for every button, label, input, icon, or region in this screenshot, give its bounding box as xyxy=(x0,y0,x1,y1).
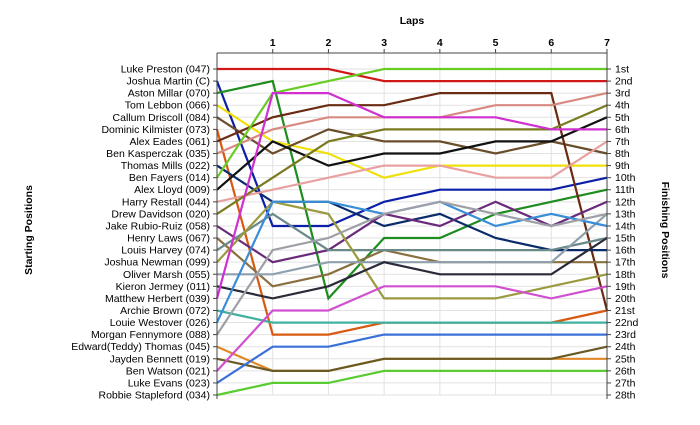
series-line xyxy=(216,116,608,155)
series-lines xyxy=(215,67,609,397)
x-tick-label: 7 xyxy=(604,37,610,49)
finish-label: 15th xyxy=(615,233,636,245)
y-axis-label-right: Finishing Positions xyxy=(659,182,671,279)
finish-label: 27th xyxy=(615,377,636,389)
finish-label: 16th xyxy=(615,245,636,257)
finish-label: 4th xyxy=(615,100,630,112)
start-label: Joshua Newman (099) xyxy=(104,257,210,269)
series-line xyxy=(215,80,608,228)
start-label: Alex Lloyd (009) xyxy=(134,184,210,196)
series-line xyxy=(216,140,608,203)
finish-label: 3rd xyxy=(615,88,630,100)
start-label: Kieron Jermey (011) xyxy=(116,281,210,293)
start-label: Callum Driscoll (084) xyxy=(113,112,210,124)
start-label: Luke Evans (023) xyxy=(128,377,210,389)
x-tick-label: 4 xyxy=(437,37,443,49)
finish-label: 22nd xyxy=(615,317,639,329)
finish-label: 1st xyxy=(615,64,629,76)
finish-label: 20th xyxy=(615,293,636,305)
finish-label: 6th xyxy=(615,124,630,136)
series-line xyxy=(215,129,608,336)
finish-label: 11th xyxy=(615,184,635,196)
series-line xyxy=(216,67,607,179)
finish-label: 7th xyxy=(615,136,630,148)
start-label: Louis Harvey (074) xyxy=(121,245,210,257)
series-line xyxy=(216,309,607,324)
start-label: Harry Restall (044) xyxy=(122,196,210,208)
start-label: Matthew Herbert (039) xyxy=(105,293,210,305)
start-label: Robbie Stapleford (034) xyxy=(99,390,211,402)
series-line xyxy=(215,91,607,299)
finish-label: 28th xyxy=(615,390,636,402)
series-line xyxy=(216,200,608,336)
series-line xyxy=(216,237,608,300)
y-axis-label-left: Starting Positions xyxy=(23,185,35,275)
start-label: Oliver Marsh (055) xyxy=(123,269,210,281)
series-line xyxy=(216,333,607,384)
start-label: Archie Brown (072) xyxy=(120,305,210,317)
start-label: Alex Eades (061) xyxy=(129,136,210,148)
labels: Laps Starting Positions Finishing Positi… xyxy=(23,15,671,279)
finish-label: 23rd xyxy=(615,329,636,341)
start-label: Edward(Teddy) Thomas (045) xyxy=(71,341,210,353)
start-label: Dominic Kilmister (073) xyxy=(101,124,210,136)
start-label: Jayden Bennett (019) xyxy=(110,353,210,365)
finish-label: 8th xyxy=(615,148,630,160)
finish-label: 10th xyxy=(615,172,636,184)
x-tick-label: 6 xyxy=(548,37,554,49)
finish-label: 2nd xyxy=(615,76,633,88)
start-label: Drew Davidson (020) xyxy=(111,208,210,220)
finish-label: 21st xyxy=(615,305,635,317)
series-line xyxy=(216,369,607,397)
series-line xyxy=(216,285,608,372)
finish-label: 5th xyxy=(615,112,630,124)
series-line xyxy=(216,91,609,311)
series-line xyxy=(217,67,607,83)
start-label: Henry Laws (067) xyxy=(127,233,210,245)
x-tick-label: 2 xyxy=(326,37,332,49)
start-label: Thomas Mills (022) xyxy=(121,160,210,172)
series-line xyxy=(216,104,608,215)
finish-label: 26th xyxy=(615,365,636,377)
series-line xyxy=(216,92,608,155)
start-label: Ben Kasperczak (035) xyxy=(106,148,210,160)
finish-label: 17th xyxy=(615,257,636,269)
series-line xyxy=(216,104,607,179)
series-line xyxy=(216,200,608,264)
start-label: Morgan Fennymore (088) xyxy=(91,329,210,341)
x-tick-label: 1 xyxy=(270,37,276,49)
start-label: Tom Lebbon (066) xyxy=(125,100,210,112)
series-line xyxy=(217,213,608,276)
start-label: Joshua Martin (C) xyxy=(127,76,210,88)
x-tick-label: 5 xyxy=(493,37,499,49)
start-label: Louie Westover (026) xyxy=(110,317,210,329)
start-label: Ben Watson (021) xyxy=(126,365,210,377)
series-line xyxy=(216,116,608,191)
finish-label: 18th xyxy=(615,269,636,281)
finish-label: 14th xyxy=(615,220,636,232)
finish-label: 13th xyxy=(615,208,636,220)
start-label: Ben Fayers (014) xyxy=(129,172,210,184)
chart-title: Laps xyxy=(400,15,425,27)
start-label: Luke Preston (047) xyxy=(121,64,210,76)
start-label: Aston Millar (070) xyxy=(128,88,210,100)
series-line xyxy=(216,212,608,252)
series-line xyxy=(216,345,608,372)
series-line xyxy=(216,200,608,300)
finish-label: 19th xyxy=(615,281,636,293)
series-line xyxy=(216,79,608,301)
axes: 1 2 3 4 5 6 7 Luke Preston (047) 1st Joshua Marti… xyxy=(71,37,638,402)
x-tick-label: 3 xyxy=(381,37,387,49)
finish-label: 25th xyxy=(615,353,636,365)
start-label: Jake Rubio-Ruiz (058) xyxy=(106,220,210,232)
finish-label: 24th xyxy=(615,341,636,353)
finish-label: 9th xyxy=(615,160,630,172)
finish-label: 12th xyxy=(615,196,636,208)
